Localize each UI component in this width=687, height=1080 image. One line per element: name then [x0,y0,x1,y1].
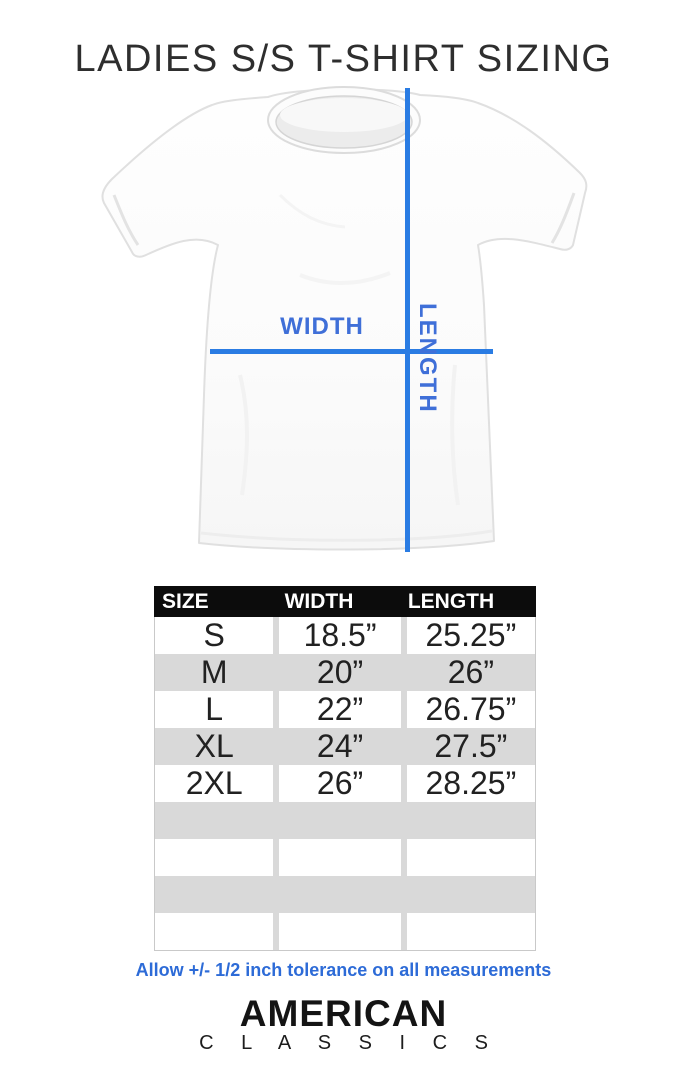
brand-logo: AMERICAN C L A S S I C S [0,995,687,1053]
cell-size [155,802,273,839]
width-measure-line [210,349,493,354]
cell-length: 26” [447,654,494,690]
table-row: M 20” 26” [155,654,535,691]
size-table: SIZE WIDTH LENGTH S 18.5” 25.25” M 20” 2… [154,586,536,951]
size-table-body: S 18.5” 25.25” M 20” 26” L 22” 26.75” XL… [154,617,536,951]
cell-length: 26.75” [406,691,535,728]
cell-length: 28.25” [406,765,535,802]
cell-width: 24” [316,728,364,764]
table-row: L 22” 26.75” [155,691,535,728]
cell-size: S [155,617,274,654]
table-row: 2XL 26” 28.25” [155,765,535,802]
cell-size [155,876,273,913]
table-row-empty [155,839,535,876]
cell-size: 2XL [155,765,274,802]
cell-width [279,802,400,839]
cell-length [407,802,535,839]
header-length: LENGTH [407,590,495,613]
page-title: LADIES S/S T-SHIRT SIZING [74,38,613,81]
cell-size [155,839,274,876]
cell-width: 20” [316,654,364,690]
brand-subname: C L A S S I C S [199,1032,499,1054]
table-row-empty [155,876,535,913]
cell-length [406,839,535,876]
cell-width: 18.5” [279,617,401,654]
length-measure-line [405,88,410,552]
table-row-empty [155,802,535,839]
tshirt-image [101,86,588,551]
cell-length [407,876,535,913]
header-width: WIDTH [284,590,354,613]
brand-name: AMERICAN [239,993,448,1034]
cell-length: 25.25” [406,617,535,654]
cell-size: L [155,691,274,728]
width-label: WIDTH [280,313,364,340]
shirt-diagram: WIDTH LENGTH [0,75,687,575]
cell-length [406,913,535,950]
cell-length: 27.5” [434,728,508,764]
table-row: XL 24” 27.5” [155,728,535,765]
cell-width: 22” [279,691,401,728]
cell-width: 26” [279,765,401,802]
cell-size [155,913,274,950]
cell-width [279,876,400,913]
length-label: LENGTH [414,303,441,414]
cell-size: XL [194,728,234,764]
size-table-header: SIZE WIDTH LENGTH [154,586,536,617]
table-row-empty [155,913,535,950]
cell-width [279,839,401,876]
cell-size: M [200,654,228,690]
table-row: S 18.5” 25.25” [155,617,535,654]
header-size: SIZE [162,590,209,613]
cell-width [279,913,401,950]
tolerance-note: Allow +/- 1/2 inch tolerance on all meas… [135,960,552,980]
